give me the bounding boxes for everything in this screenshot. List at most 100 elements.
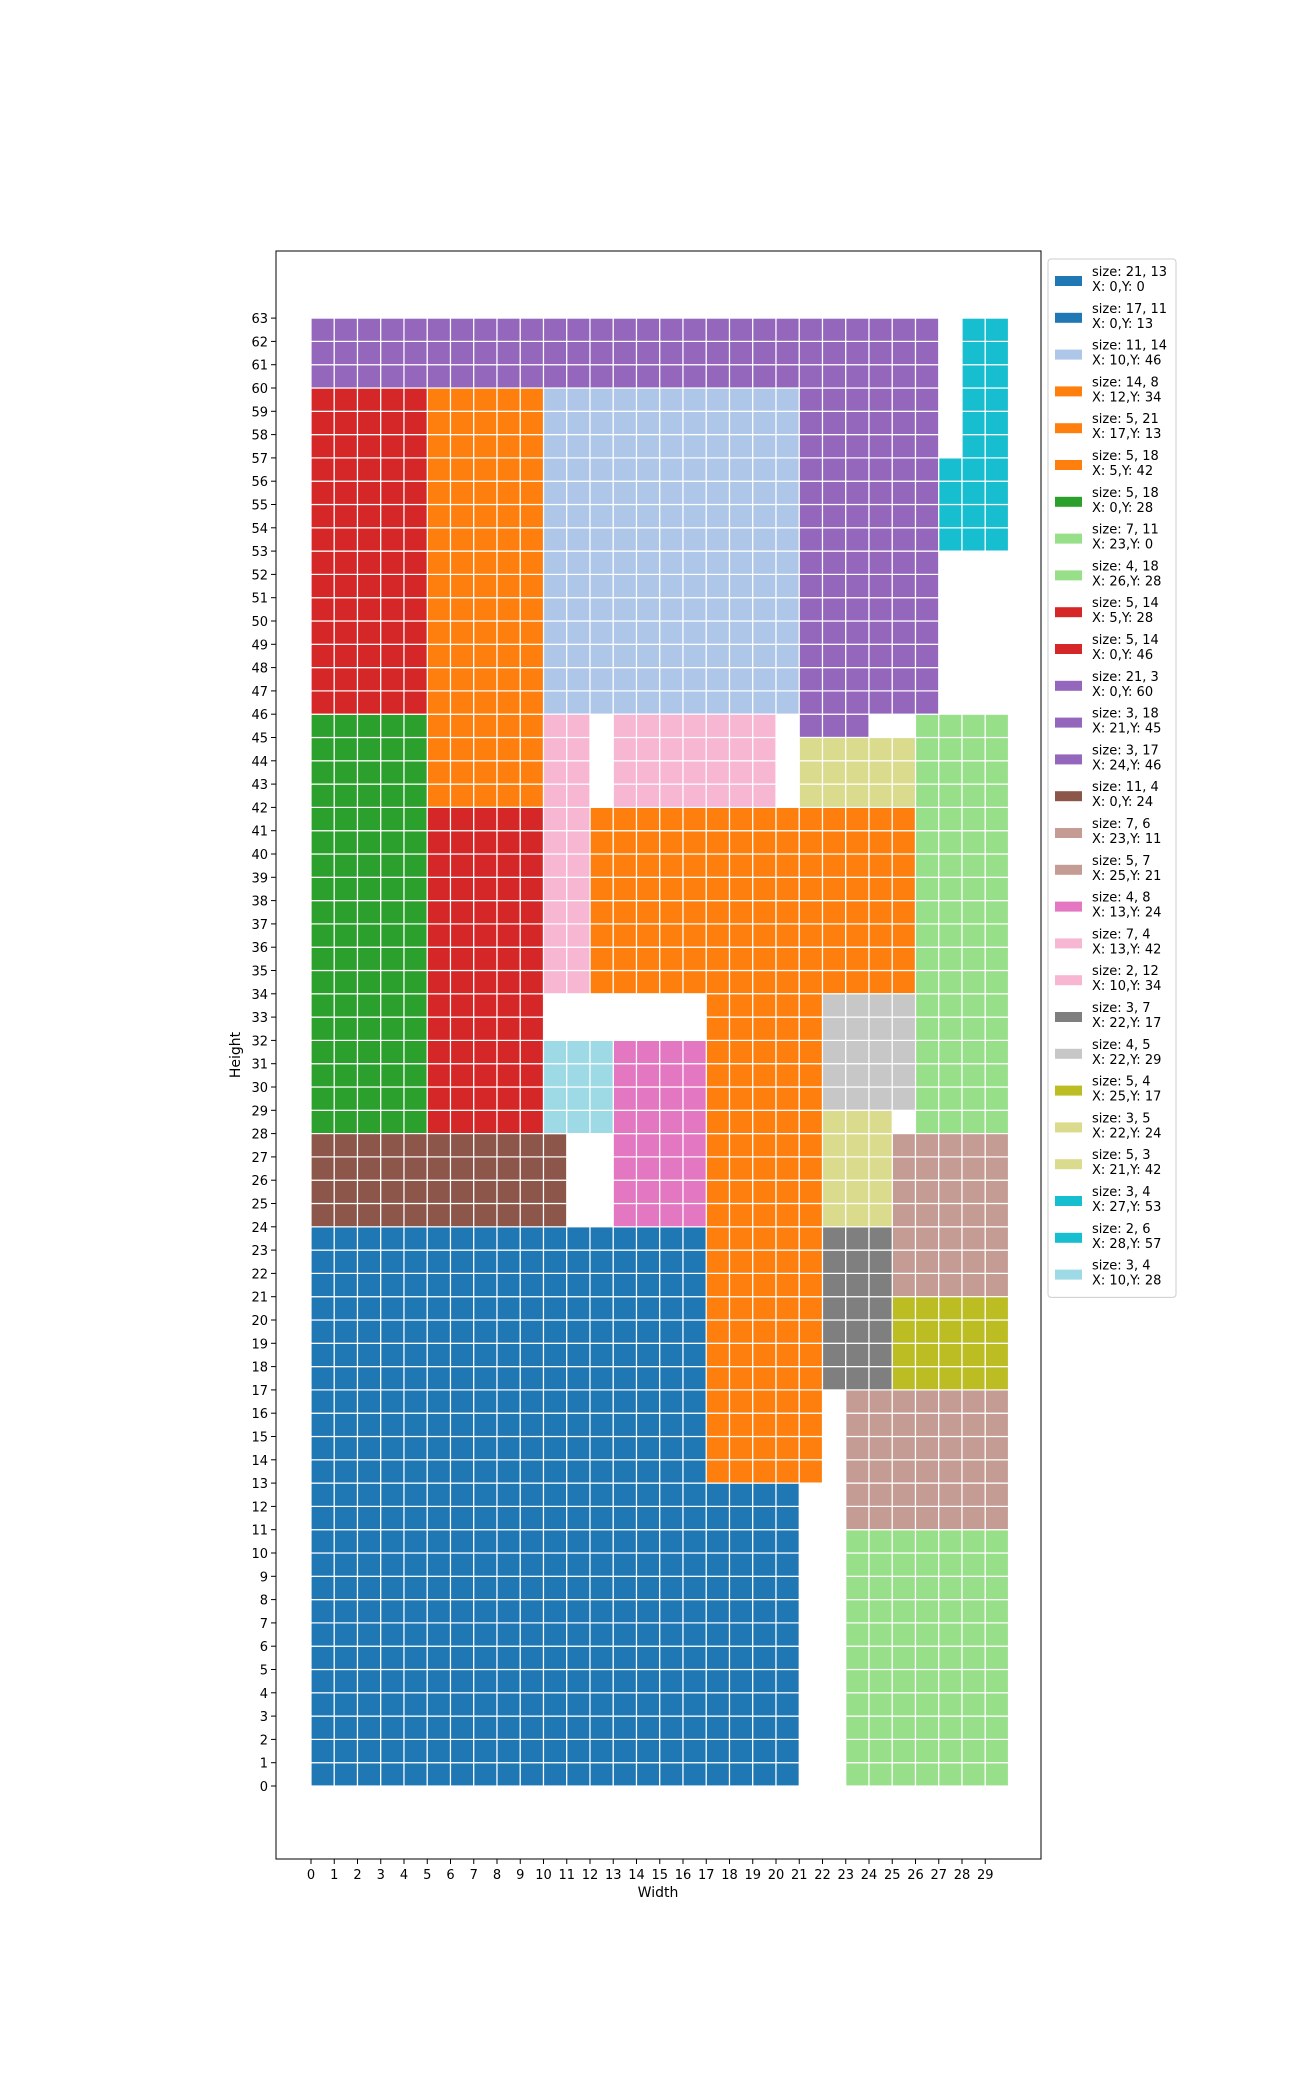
rect-cell <box>984 340 1010 366</box>
legend-size-label: size: 4, 18 <box>1092 559 1159 574</box>
x-tick-label: 26 <box>907 1868 924 1883</box>
rect-cell <box>821 690 847 715</box>
rect-cell <box>519 1552 545 1577</box>
rect-cell <box>473 1365 498 1391</box>
rect-cell <box>566 713 591 739</box>
rect-cell <box>938 1319 963 1344</box>
rect-cell <box>473 597 498 622</box>
rect-cell <box>356 1039 382 1065</box>
rect-cell <box>496 1645 521 1671</box>
rect-cell <box>705 923 731 948</box>
rect-cell <box>659 1365 684 1391</box>
legend-size-label: size: 14, 8 <box>1092 375 1159 390</box>
rect-cell <box>380 876 405 902</box>
rect-cell <box>473 1459 498 1484</box>
rect-cell <box>984 1272 1010 1298</box>
rect-cell <box>961 1715 986 1740</box>
rect-cell <box>752 1226 777 1251</box>
rect-cell <box>496 550 521 575</box>
rect-cell <box>356 1552 382 1577</box>
rect-cell <box>356 1482 382 1507</box>
packed-rectangle <box>310 317 800 389</box>
rect-cell <box>426 1459 452 1484</box>
rect-cell <box>659 666 684 692</box>
rect-cell <box>612 853 638 878</box>
rect-cell <box>914 573 940 599</box>
rect-cell <box>473 760 498 785</box>
rect-cell <box>566 1482 591 1507</box>
rect-cell <box>566 317 591 343</box>
rect-cell <box>891 1762 917 1787</box>
rect-cell <box>798 946 824 972</box>
x-tick-label: 2 <box>353 1868 361 1883</box>
rect-cell <box>356 527 382 552</box>
rect-cell <box>403 1109 428 1135</box>
rect-cell <box>682 643 707 669</box>
rect-cell <box>403 1086 428 1111</box>
rect-cell <box>961 1202 986 1228</box>
rect-cell <box>403 876 428 902</box>
rect-cell <box>682 1529 707 1554</box>
rect-cell <box>635 1459 661 1484</box>
legend-size-label: size: 5, 7 <box>1092 854 1151 869</box>
rect-cell <box>449 1529 475 1554</box>
rect-cell <box>821 806 847 832</box>
rect-cell <box>728 1109 754 1135</box>
y-tick-label: 20 <box>251 1314 268 1329</box>
rect-cell <box>752 760 777 785</box>
rect-cell <box>705 1598 731 1624</box>
rect-cell <box>519 1063 545 1088</box>
rect-cell <box>845 410 870 436</box>
rect-cell <box>449 830 475 855</box>
rect-cell <box>566 643 591 669</box>
rect-cell <box>403 1598 428 1624</box>
rect-cell <box>473 1738 498 1764</box>
packed-rectangle <box>891 1132 1010 1298</box>
rect-cell <box>566 1435 591 1461</box>
rect-cell <box>728 1249 754 1274</box>
rect-cell <box>519 1389 545 1414</box>
rect-cell <box>356 1692 382 1717</box>
rect-cell <box>798 364 824 389</box>
rect-cell <box>891 830 917 855</box>
rect-cell <box>938 1435 963 1461</box>
rect-cell <box>403 457 428 482</box>
rect-cell <box>519 643 545 669</box>
rect-cell <box>868 1459 893 1484</box>
rect-cell <box>845 899 870 925</box>
rect-cell <box>938 1202 963 1228</box>
rect-cell <box>403 1272 428 1298</box>
packed-rectangle <box>310 713 428 1135</box>
rect-cell <box>845 1226 870 1251</box>
rect-cell <box>891 1342 917 1368</box>
rect-cell <box>752 643 777 669</box>
rect-cell <box>426 1179 452 1205</box>
rect-cell <box>984 969 1010 995</box>
rect-cell <box>891 1598 917 1624</box>
rect-cell <box>868 993 893 1018</box>
rect-cell <box>566 1668 591 1694</box>
rect-cell <box>659 1226 684 1251</box>
rect-cell <box>728 643 754 669</box>
rect-cell <box>589 410 614 436</box>
rect-cell <box>542 1156 568 1181</box>
rect-cell <box>961 1296 986 1321</box>
rect-cell <box>961 1319 986 1344</box>
rect-cell <box>473 1598 498 1624</box>
rect-cell <box>542 806 568 832</box>
rect-cell <box>473 643 498 669</box>
rect-cell <box>449 853 475 878</box>
x-tick-label: 5 <box>423 1868 431 1883</box>
y-tick-label: 12 <box>251 1500 268 1515</box>
rect-cell <box>914 457 940 482</box>
rect-cell <box>938 1272 963 1298</box>
rect-cell <box>798 1179 824 1205</box>
legend-swatch <box>1055 1196 1082 1206</box>
rect-cell <box>403 387 428 412</box>
rect-cell <box>821 736 847 762</box>
rect-cell <box>798 1086 824 1111</box>
rect-cell <box>356 1063 382 1088</box>
legend-size-label: size: 3, 4 <box>1092 1259 1151 1274</box>
rect-cell <box>589 1552 614 1577</box>
